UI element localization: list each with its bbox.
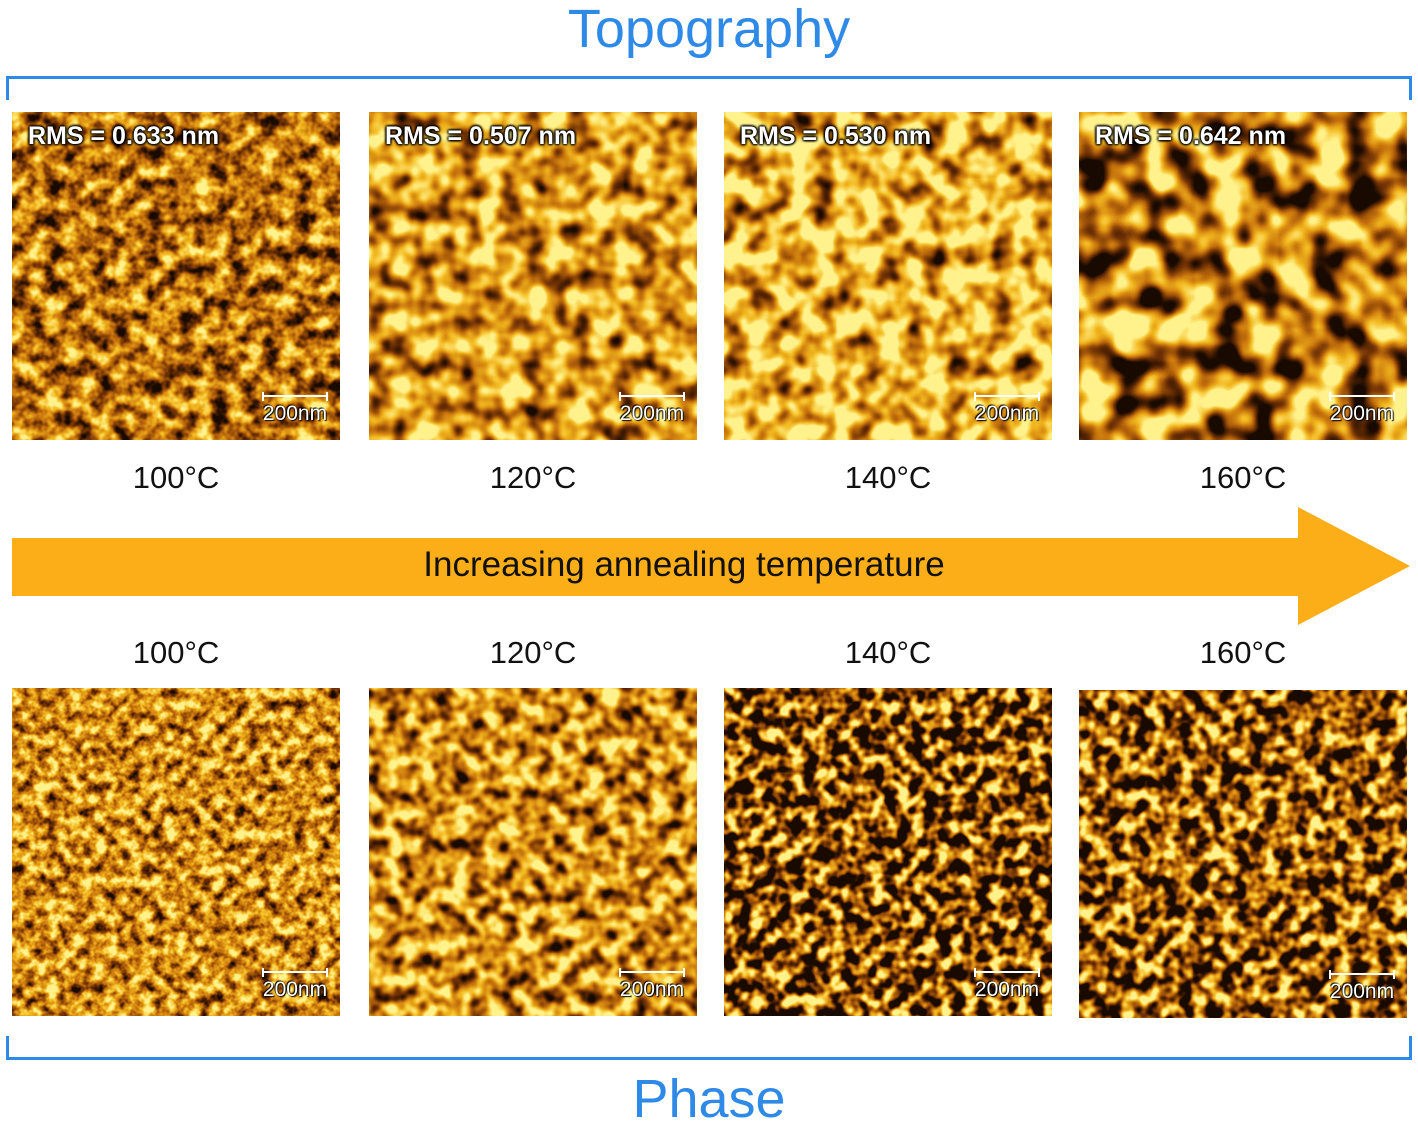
scale-bar: 200nm <box>619 968 685 1002</box>
phase-temp-label: 160°C <box>1199 635 1287 670</box>
afm-texture-fill <box>1079 112 1407 440</box>
rms-label: RMS = 0.642 nm <box>1095 122 1287 150</box>
afm-texture-fill <box>1079 690 1407 1018</box>
rms-label: RMS = 0.633 nm <box>28 122 220 150</box>
afm-texture-fill <box>369 688 697 1016</box>
phase-temp-label: 100°C <box>132 635 220 670</box>
afm-texture <box>369 688 697 1016</box>
phase-image-140: 200nm <box>724 688 1052 1016</box>
afm-texture-fill <box>369 112 697 440</box>
phase-image-120: 200nm <box>369 688 697 1016</box>
scale-bar-label: 200nm <box>262 978 328 1001</box>
phase-title: Phase <box>632 1069 786 1129</box>
topography-image-100: RMS = 0.633 nm 200nm <box>12 112 340 440</box>
scale-bar: 200nm <box>974 968 1040 1002</box>
topography-image-120: RMS = 0.507 nm 200nm <box>369 112 697 440</box>
scale-bar-label: 200nm <box>1329 980 1395 1003</box>
scale-bar-label: 200nm <box>619 402 685 425</box>
scale-bar: 200nm <box>1329 392 1395 426</box>
topography-image-160: RMS = 0.642 nm 200nm <box>1079 112 1407 440</box>
phase-bracket <box>6 1036 1412 1060</box>
scale-bar-label: 200nm <box>974 402 1040 425</box>
topography-temp-label: 140°C <box>844 460 932 495</box>
rms-label: RMS = 0.530 nm <box>740 122 932 150</box>
scale-bar: 200nm <box>262 968 328 1002</box>
afm-texture-fill <box>724 112 1052 440</box>
afm-texture <box>1079 690 1407 1018</box>
scale-bar-label: 200nm <box>619 978 685 1001</box>
scale-bar: 200nm <box>619 392 685 426</box>
phase-image-160: 200nm <box>1079 690 1407 1018</box>
topography-temp-label: 120°C <box>489 460 577 495</box>
afm-texture <box>724 688 1052 1016</box>
afm-texture <box>12 688 340 1016</box>
afm-texture-fill <box>12 112 340 440</box>
topography-temp-label: 160°C <box>1199 460 1287 495</box>
annealing-arrow <box>12 507 1410 625</box>
phase-temp-label: 140°C <box>844 635 932 670</box>
topography-temp-label: 100°C <box>132 460 220 495</box>
afm-texture-fill <box>724 688 1052 1016</box>
phase-temp-label: 120°C <box>489 635 577 670</box>
scale-bar-label: 200nm <box>974 978 1040 1001</box>
scale-bar: 200nm <box>974 392 1040 426</box>
scale-bar: 200nm <box>1329 970 1395 1004</box>
scale-bar: 200nm <box>262 392 328 426</box>
afm-texture <box>1079 112 1407 440</box>
afm-texture <box>12 112 340 440</box>
afm-texture <box>369 112 697 440</box>
topography-bracket <box>6 76 1412 100</box>
topography-image-140: RMS = 0.530 nm 200nm <box>724 112 1052 440</box>
phase-image-100: 200nm <box>12 688 340 1016</box>
topography-title: Topography <box>567 0 851 59</box>
scale-bar-label: 200nm <box>1329 402 1395 425</box>
afm-texture-fill <box>12 688 340 1016</box>
afm-texture <box>724 112 1052 440</box>
annealing-arrow-label: Increasing annealing temperature <box>423 545 945 584</box>
rms-label: RMS = 0.507 nm <box>385 122 577 150</box>
scale-bar-label: 200nm <box>262 402 328 425</box>
